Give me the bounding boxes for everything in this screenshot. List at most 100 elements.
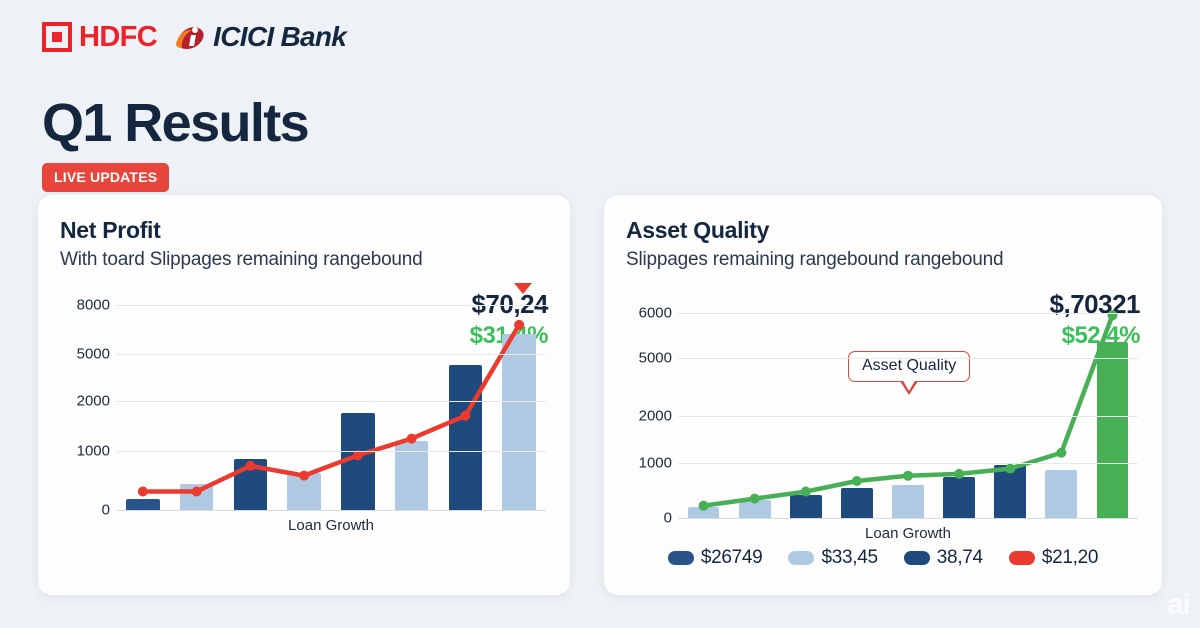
- net-profit-bar: [126, 499, 160, 510]
- asset-quality-plot-area: Asset Quality: [678, 310, 1138, 519]
- asset-quality-line-marker: [1107, 310, 1118, 321]
- asset-quality-legend: $26749 $33,45 38,74 $21,20: [604, 547, 1162, 569]
- net-profit-plot-area: [116, 283, 546, 511]
- asset-quality-line-marker: [851, 475, 862, 486]
- net-profit-bar-slot: [385, 305, 439, 510]
- asset-quality-bar: [1096, 341, 1129, 518]
- net-profit-y-tick: 1000: [76, 442, 110, 460]
- legend-label: 38,74: [936, 547, 983, 568]
- asset-quality-y-tick: 2000: [638, 407, 672, 424]
- net-profit-line-marker: [299, 470, 310, 481]
- net-profit-gridline: [116, 401, 546, 403]
- net-profit-title: Net Profit: [60, 217, 161, 243]
- asset-quality-bar-slot: [882, 313, 933, 518]
- icici-logo: ICICI Bank: [173, 20, 347, 54]
- net-profit-y-tick: 8000: [76, 296, 110, 314]
- net-profit-trend-line: [143, 325, 519, 492]
- asset-quality-y-tick: 5000: [638, 349, 672, 367]
- icici-logo-text: ICICI Bank: [213, 21, 347, 52]
- asset-quality-chart: 6000 5000 2000 1000 0 Asset Quality Loan Gro…: [624, 305, 1142, 543]
- net-profit-bar: [394, 441, 429, 510]
- asset-quality-bars: [678, 313, 1138, 518]
- hdfc-logo: HDFC: [42, 20, 158, 54]
- legend-swatch-icon: [1008, 551, 1035, 565]
- asset-quality-bar-slot: [678, 313, 729, 518]
- asset-quality-line-marker: [954, 468, 965, 479]
- legend-item[interactable]: $33,45: [788, 547, 878, 569]
- net-profit-bar-slot: [439, 305, 493, 510]
- legend-item[interactable]: $26749: [667, 547, 763, 569]
- asset-quality-gridline: [678, 518, 1138, 519]
- asset-quality-bar: [738, 500, 771, 518]
- net-profit-gridline: [116, 510, 546, 511]
- net-profit-y-tick: 0: [101, 501, 110, 519]
- asset-quality-bar-slot: [934, 313, 985, 518]
- asset-quality-bar: [841, 488, 873, 518]
- net-profit-line-marker: [352, 450, 363, 461]
- net-profit-card: Net Profit With toard Slippages remainin…: [38, 195, 570, 595]
- net-profit-y-axis: 8000 5000 2000 1000 0: [58, 297, 110, 519]
- asset-quality-bar: [943, 477, 975, 518]
- net-profit-y-tick: 2000: [76, 392, 110, 410]
- icici-swirl-mark-icon: [173, 20, 207, 54]
- net-profit-line-marker: [460, 410, 471, 421]
- asset-quality-subtitle: Slippages remaining rangebound rangeboun…: [626, 249, 1004, 270]
- net-profit-bar-slot: [116, 305, 170, 510]
- hdfc-logo-text: HDFC: [79, 20, 158, 53]
- asset-quality-line-marker: [698, 500, 709, 511]
- legend-item[interactable]: 38,74: [903, 547, 983, 569]
- page-title: Q1 Results: [42, 93, 310, 153]
- asset-quality-y-tick: 6000: [638, 304, 672, 322]
- asset-quality-kpi-value: $,70321: [1049, 289, 1141, 319]
- asset-quality-gridline: [678, 415, 1138, 417]
- legend-label: $33,45: [821, 547, 878, 568]
- net-profit-gridline: [116, 305, 546, 306]
- asset-quality-bar: [687, 507, 720, 518]
- net-profit-chart: 8000 5000 2000 1000 0 Loan Growth: [58, 283, 550, 535]
- legend-label: $21,20: [1041, 547, 1099, 568]
- asset-quality-gridline: [678, 358, 1138, 360]
- net-profit-bar-slot: [492, 305, 546, 510]
- net-profit-line-marker: [245, 460, 256, 471]
- asset-quality-line-marker: [1056, 447, 1067, 458]
- asset-quality-line-overlay: [698, 310, 1118, 511]
- asset-quality-gridline: [678, 462, 1138, 464]
- legend-swatch-icon: [903, 551, 930, 565]
- asset-quality-y-axis: 6000 5000 2000 1000 0: [624, 305, 672, 527]
- net-profit-line-marker: [191, 486, 202, 497]
- asset-quality-bar-slot: [780, 313, 831, 518]
- legend-item[interactable]: $21,20: [1008, 547, 1099, 569]
- hdfc-square-mark-icon: [42, 22, 72, 52]
- net-profit-y-tick: 5000: [76, 345, 110, 363]
- asset-quality-bar-slot: [729, 313, 780, 518]
- asset-quality-callout: Asset Quality: [848, 351, 971, 395]
- net-profit-kpi-value: $70,24: [471, 289, 548, 319]
- net-profit-x-label: Loan Growth: [288, 517, 374, 534]
- red-down-triangle-icon: [514, 283, 532, 294]
- net-profit-line-marker: [137, 486, 148, 497]
- asset-quality-bar-slot: [831, 313, 882, 518]
- ai-watermark: ai: [1166, 588, 1191, 621]
- net-profit-line-marker: [406, 433, 417, 444]
- asset-quality-bar-slot: [1036, 313, 1087, 518]
- legend-swatch-icon: [788, 551, 815, 565]
- net-profit-bar: [448, 365, 483, 510]
- asset-quality-bar: [789, 495, 822, 518]
- asset-quality-bar: [994, 465, 1027, 518]
- net-profit-line-marker: [514, 319, 525, 330]
- asset-quality-line-marker: [749, 493, 760, 504]
- asset-quality-y-tick: 0: [663, 509, 672, 527]
- net-profit-gridline: [116, 450, 546, 452]
- asset-quality-bar-slot: [985, 313, 1036, 518]
- asset-quality-x-label: Loan Growth: [865, 525, 951, 542]
- asset-quality-card: Asset Quality Slippages remaining rangeb…: [604, 195, 1162, 595]
- legend-label: $26749: [700, 547, 763, 568]
- asset-quality-gridline: [678, 313, 1138, 314]
- asset-quality-y-tick: 1000: [638, 454, 672, 472]
- live-updates-badge: LIVE UPDATES: [42, 163, 170, 192]
- net-profit-gridline: [116, 354, 546, 356]
- net-profit-line-overlay: [137, 319, 525, 497]
- legend-swatch-icon: [667, 551, 694, 565]
- brand-logos: HDFC ICICI Bank: [42, 20, 347, 54]
